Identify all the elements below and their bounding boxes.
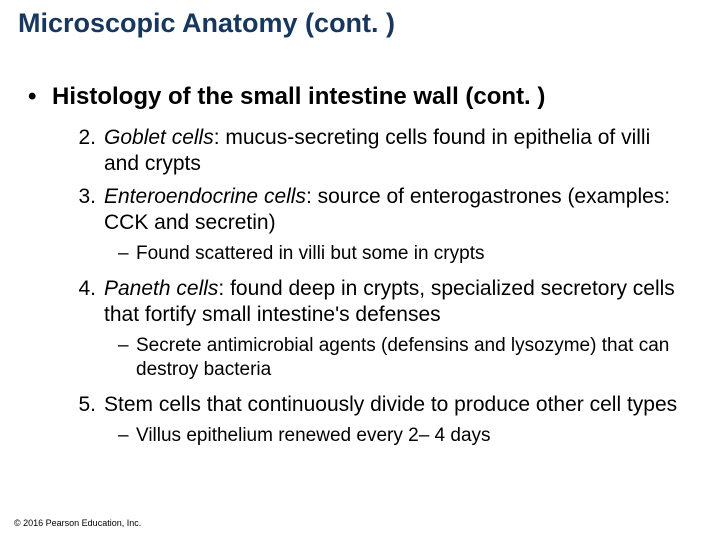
item-text: Goblet cells: mucus-secreting cells foun… [104,125,682,178]
item-number: 4. [76,276,104,329]
bullet-level-1: • Histology of the small intestine wall … [28,83,702,111]
slide: Microscopic Anatomy (cont. ) • Histology… [0,0,720,540]
item-text: Paneth cells: found deep in crypts, spec… [104,276,682,329]
sub-text: Found scattered in villi but some in cry… [136,242,682,266]
item-text: Stem cells that continuously divide to p… [104,392,682,418]
sub-item: – Secrete antimicrobial agents (defensin… [118,334,682,382]
list-item: 4. Paneth cells: found deep in crypts, s… [76,276,682,329]
list-item: 3. Enteroendocrine cells: source of ente… [76,184,682,237]
dash-icon: – [118,334,136,382]
sub-text: Secrete antimicrobial agents (defensins … [136,334,682,382]
sub-item: – Villus epithelium renewed every 2– 4 d… [118,424,682,448]
bullet-dot: • [28,83,52,111]
item-text: Enteroendocrine cells: source of enterog… [104,184,682,237]
sub-item: – Found scattered in villi but some in c… [118,242,682,266]
dash-icon: – [118,242,136,266]
copyright-text: © 2016 Pearson Education, Inc. [14,518,141,528]
bullet-l1-text: Histology of the small intestine wall (c… [52,83,545,111]
sub-text: Villus epithelium renewed every 2– 4 day… [136,424,682,448]
item-number: 3. [76,184,104,237]
list-item: 2. Goblet cells: mucus-secreting cells f… [76,125,682,178]
slide-title: Microscopic Anatomy (cont. ) [18,8,702,39]
list-item: 5. Stem cells that continuously divide t… [76,392,682,418]
dash-icon: – [118,424,136,448]
item-number: 5. [76,392,104,418]
item-number: 2. [76,125,104,178]
